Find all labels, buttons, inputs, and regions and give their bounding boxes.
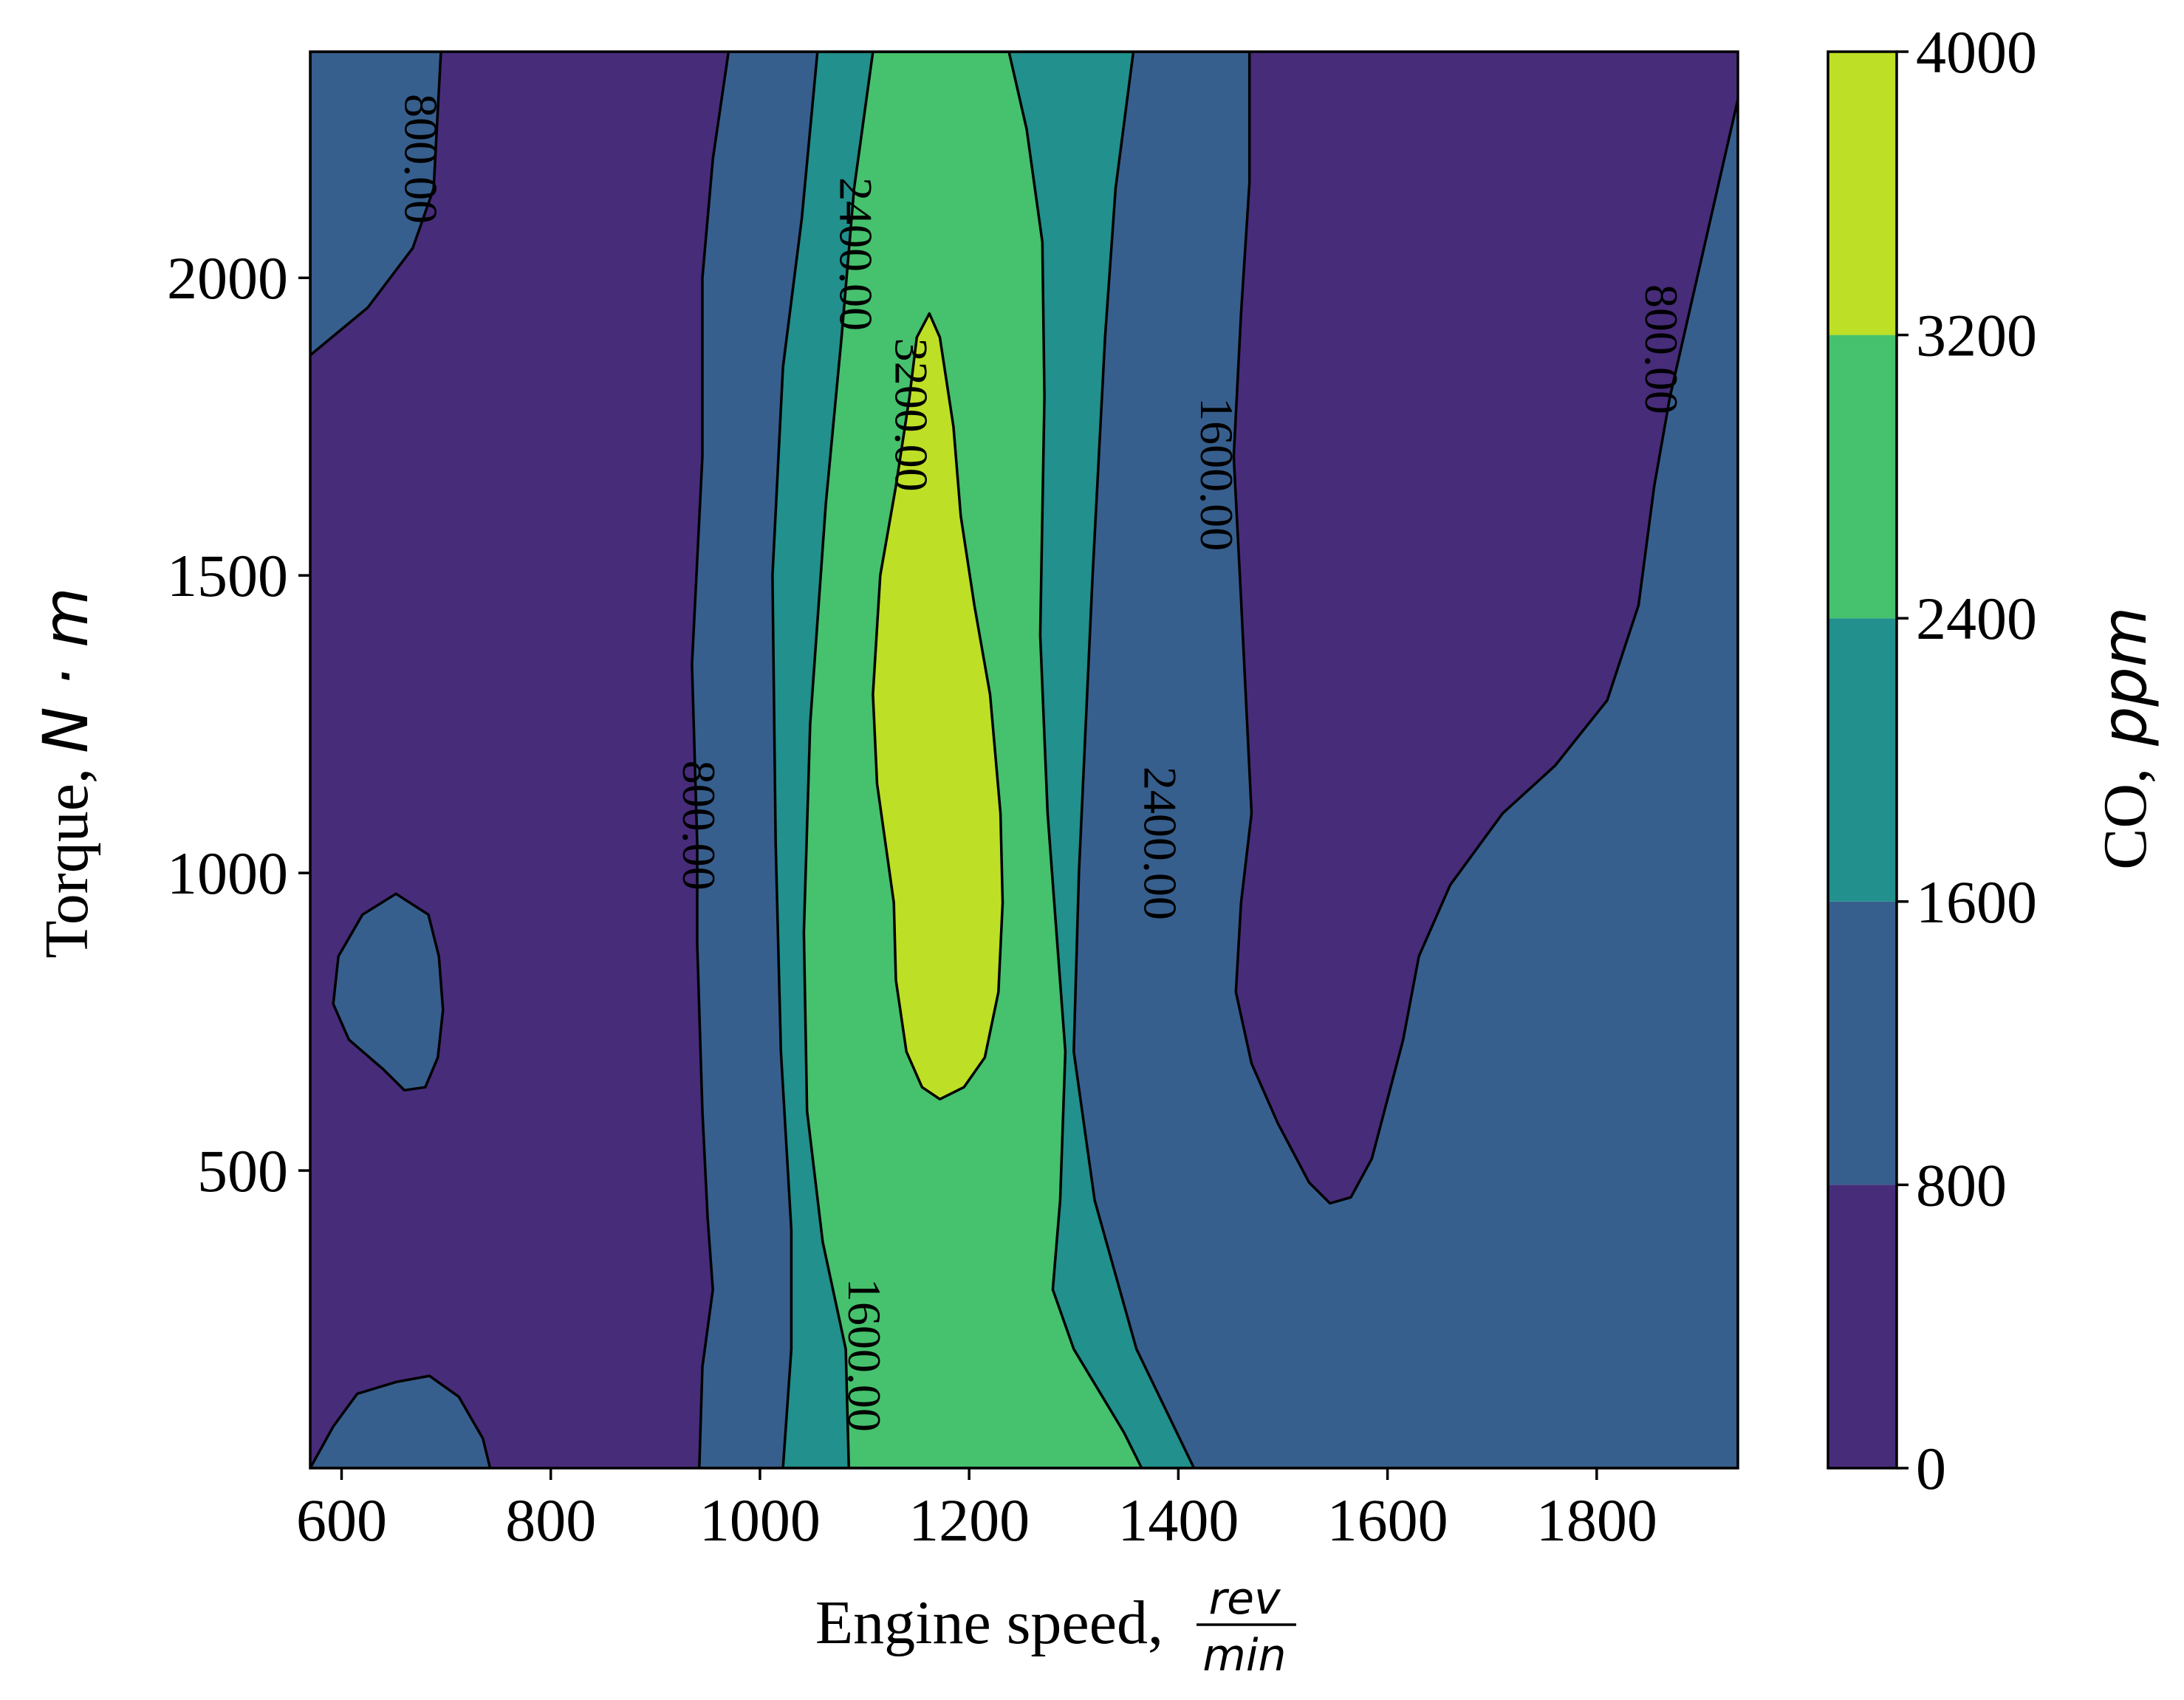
y-axis-label-prefix: Torque, (32, 768, 101, 959)
contour-line-labels: 800.00 800.00 800.00 1600.00 1600.00 2400.00 2… (394, 94, 1688, 1432)
y-axis: 500 1000 1500 2000 (167, 244, 310, 1204)
y-axis-label: Torque, N · m (30, 587, 102, 958)
y-tick-label: 1500 (167, 542, 288, 609)
colorbar-ticks: 0 800 1600 2400 3200 4000 (1897, 18, 2037, 1502)
colorbar-band-3200-4000 (1828, 52, 1897, 335)
contour-line-3200-peak (872, 312, 1004, 1101)
contour-fills (310, 52, 1738, 1468)
x-axis-label-numerator: rev (1208, 1573, 1281, 1625)
x-tick-label: 1200 (908, 1487, 1030, 1554)
contour-line-label: 2400.00 (1134, 767, 1187, 920)
contour-line-label: 2400.00 (829, 177, 882, 331)
contour-region-3200-4000-peak (872, 313, 1003, 1100)
x-tick-label: 800 (505, 1487, 596, 1554)
x-tick-label: 1000 (699, 1487, 821, 1554)
contour-region-800-1600-left-island (333, 894, 443, 1091)
contour-line-label: 800.00 (394, 94, 447, 224)
colorbar-tick-label: 4000 (1916, 18, 2037, 86)
colorbar-band-1600-2400 (1828, 618, 1897, 902)
plot-frame (309, 50, 1739, 1470)
x-axis: 600 800 1000 1200 1400 1600 1800 (296, 1468, 1657, 1554)
colorbar-label-prefix: CO, (2091, 768, 2160, 870)
contour-line-label: 800.00 (673, 761, 725, 891)
contour-line-1600-band (771, 52, 1196, 1468)
contour-line-label: 800.00 (1635, 284, 1688, 414)
colorbar-tick-label: 0 (1916, 1435, 1946, 1502)
contour-line-800-bottom-bump (310, 1374, 492, 1468)
contour-line-800-main-right (691, 52, 1738, 1468)
colorbar: 0 800 1600 2400 3200 4000 CO, ppm (1827, 18, 2160, 1502)
colorbar-label-math: ppm (2088, 607, 2160, 747)
y-tick-label: 500 (197, 1137, 288, 1204)
colorbar-frame (1827, 50, 1898, 1470)
colorbar-bands (1828, 52, 1897, 1468)
x-tick-label: 600 (296, 1487, 387, 1554)
y-axis-label-math: N · m (30, 587, 102, 753)
x-tick-label: 1600 (1327, 1487, 1448, 1554)
x-axis-label-denominator: min (1202, 1630, 1286, 1682)
contour-line-label: 1600.00 (1191, 397, 1243, 551)
plot-area: 800.00 800.00 800.00 1600.00 1600.00 2400.00 2… (309, 50, 1739, 1470)
colorbar-tick-label: 800 (1916, 1151, 2007, 1219)
contour-region-800-1600-left-band (310, 52, 441, 355)
contour-line-800-left-band (310, 52, 442, 357)
colorbar-band-0-800 (1828, 1185, 1897, 1468)
contour-region-800-1600-bottom-bump (310, 1376, 490, 1468)
colorbar-tick-label: 1600 (1916, 868, 2037, 936)
x-tick-label: 1400 (1117, 1487, 1239, 1554)
y-tick-label: 2000 (167, 244, 288, 312)
x-tick-label: 1800 (1536, 1487, 1657, 1554)
contour-line-label: 3200.00 (885, 338, 937, 492)
colorbar-band-800-1600 (1828, 901, 1897, 1185)
colorbar-tick-label: 2400 (1916, 585, 2037, 652)
contour-line-label: 1600.00 (838, 1278, 891, 1432)
colorbar-tick-label: 3200 (1916, 302, 2037, 369)
x-axis-label-prefix: Engine speed, (815, 1588, 1163, 1657)
contour-line-800-left-island (332, 892, 445, 1092)
colorbar-label: CO, ppm (2088, 607, 2160, 870)
y-tick-label: 1000 (167, 840, 288, 907)
x-axis-label: Engine speed, rev min (815, 1573, 1296, 1682)
colorbar-band-2400-3200 (1828, 335, 1897, 619)
contour-lines (310, 52, 1738, 1468)
contour-line-2400-band (802, 52, 1143, 1468)
